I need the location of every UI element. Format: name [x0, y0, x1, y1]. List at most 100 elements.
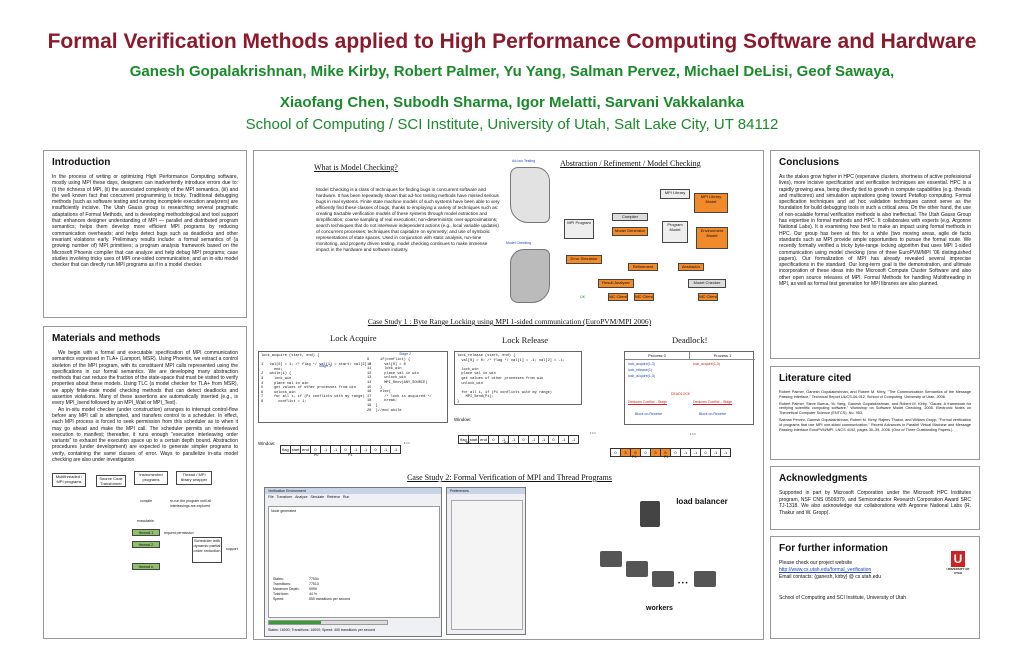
abstraction-title: Abstraction / Refinement / Model Checkin… [560, 159, 701, 168]
load-balancer-label: load balancer [676, 497, 728, 506]
window-label-acquire: Window: [258, 441, 276, 446]
diag-box-programs: Multithreaded / MPI programs [52, 473, 86, 488]
literature-panel: Literature cited Robert Palmer, Ganesh G… [770, 366, 980, 460]
materials-heading: Materials and methods [52, 333, 161, 344]
conclusions-body: As the stakes grow higher in HPC (expens… [779, 174, 971, 288]
process-0-header: Process 0 [625, 352, 690, 360]
workers-label: workers [646, 605, 673, 612]
abs-mc-client-3: MC Client [698, 293, 718, 301]
abs-abstractor: Abstractor [678, 263, 704, 271]
window-label-release: Window: [454, 417, 472, 422]
ve-menu-retrieve[interactable]: Retrieve [326, 495, 341, 499]
further-info-heading: For further information [779, 543, 888, 554]
project-website-link[interactable]: http://www.cs.utah.edu/formal_verificati… [779, 567, 872, 573]
deadlock-label: DEADLOCK [671, 392, 691, 396]
ve-menu-transform[interactable]: Transform [276, 495, 293, 499]
worker-icon-4 [694, 571, 716, 587]
diag-box-wrapper: Thread / MPI library wrapper [176, 471, 212, 486]
abs-compiler: Compiler [612, 213, 648, 221]
adhoc-testing-label: Ad-hoc Testing [512, 159, 536, 163]
ve-stat-value: 9999 [309, 587, 317, 591]
case-study-1-title: Case Study 1 : Byte Range Locking using … [367, 317, 652, 326]
ve-values: 77504 77513 9999 44 % 550 transitions pe… [309, 577, 350, 602]
materials-panel: Materials and methods We begin with a fo… [43, 326, 247, 639]
ellipsis-release: • • • [590, 431, 596, 435]
pref-titlebar: Preferences [447, 488, 525, 494]
diag-executable: executable [137, 519, 154, 524]
diag-rerun: re-run the program until all interleavin… [170, 499, 212, 509]
p0-acquire: P0 [314, 453, 319, 457]
materials-body-1: We begin with a formal and executable sp… [52, 350, 238, 407]
poster-title: Formal Verification Methods applied to H… [47, 30, 977, 53]
abs-mpi-program: MPI Program [564, 219, 594, 239]
ve-stat-label: States: [273, 577, 284, 581]
deadlock-title: Deadlock! [672, 335, 708, 345]
ve-bottom-status: States: 16000; Transitions: 16000; Speed… [268, 628, 376, 632]
abs-result-analyzer: Result Analyzer [598, 279, 634, 288]
stage-2-label: Stage 2 [399, 352, 412, 356]
abs-program-model: Program Model [662, 221, 688, 243]
reference-3: Salman Pervez, Ganesh Gopalakrishnan, Ro… [779, 417, 971, 432]
p1-deadlock: P1 [664, 455, 669, 459]
worker-icon-2 [626, 561, 648, 577]
diag-box-instrumented: Instrumented programs [134, 471, 168, 486]
block-on-receive-1: Block on Receive [699, 412, 727, 416]
what-is-mc-body: Model Checking is a class of techniques … [316, 187, 500, 252]
server-icon [640, 501, 660, 527]
deduce-conflict-0: Deduces Conflict→Stage [628, 400, 668, 404]
ve-stats: States: Transitions: Maximum Depth: Tota… [273, 577, 299, 602]
literature-heading: Literature cited [779, 373, 852, 384]
worker-icon-3 [652, 571, 674, 587]
ellipsis-deadlock: • • • [690, 432, 696, 436]
lock-release-title: Lock Release [502, 335, 549, 345]
poster-header: Formal Verification Methods applied to H… [0, 0, 1024, 145]
center-panel: What is Model Checking? Model Checking i… [253, 150, 764, 640]
preferences-window: Preferences [446, 487, 526, 635]
acknowledgments-panel: Acknowledgments Supported in part by Mic… [770, 466, 980, 530]
abs-ok: OK [580, 295, 586, 299]
abs-model-checker: Model Checker [688, 279, 726, 288]
authors-line-2: Xiaofang Chen, Subodh Sharma, Igor Melat… [279, 94, 745, 111]
ve-menu-simulate[interactable]: Simulate [310, 495, 325, 499]
ve-stat-label: Total time: [273, 592, 289, 596]
conclusions-panel: Conclusions As the stakes grow higher in… [770, 150, 980, 359]
ve-menubar: File Transform Analyze Simulate Retrieve… [265, 494, 441, 500]
p1-release: P1 [504, 441, 509, 445]
dl-p0-line2: lock_release(1) [628, 368, 652, 372]
ve-menu-analyze[interactable]: Analyze [295, 495, 308, 499]
diag-box-transformer: Source Code Transformer [96, 475, 126, 488]
acquire-code-left: lock_acquire (start, end) { 1 val[0] = 1… [261, 354, 371, 404]
ve-menu-run[interactable]: Run [342, 495, 350, 499]
abs-mc-client-1: MC Client [608, 293, 628, 301]
info-line-1: Please check our project website [779, 560, 853, 566]
introduction-heading: Introduction [52, 157, 111, 168]
wr-cell: -1 [568, 435, 579, 444]
ve-progress-bar [268, 620, 388, 625]
abs-error-simulator: Error Simulator [566, 255, 602, 264]
stage-1-label: Stage 1 [319, 364, 332, 368]
lock-acquire-title: Lock Acquire [330, 333, 377, 343]
release-code-box: lock_release (start, end) { val[0] = 0; … [454, 351, 582, 405]
diag-request: request permission [164, 531, 194, 536]
p0-deadlock: P0 [632, 455, 637, 459]
acknowledgments-heading: Acknowledgments [779, 473, 868, 484]
ve-stat-value: 44 % [309, 592, 317, 596]
introduction-panel: Introduction In the process of writing o… [43, 150, 247, 318]
diag-thread-2: thread 2 [132, 541, 160, 549]
diag-thread-n: thread n [132, 563, 160, 571]
authors-line-1: Ganesh Gopalakrishnan, Mike Kirby, Rober… [129, 63, 895, 80]
wd-cell: -1 [720, 448, 731, 457]
acknowledgments-body: Supported in part by Microsoft Corporati… [779, 490, 971, 516]
ve-menu-file[interactable]: File [268, 495, 274, 499]
block-on-receive-0: Block on Receive [635, 412, 663, 416]
diag-thread-1: thread 1 [132, 529, 160, 537]
window-cells-release: flag start end 0 -1 -1 0 -1 -1 0 -1 -1 [458, 428, 579, 446]
workers-ellipsis: • • • [678, 581, 688, 587]
ve-titlebar: Verification Environment [265, 488, 441, 494]
university-logo: U UNIVERSITY OF UTAH [945, 551, 971, 575]
ellipsis-acquire: • • • [404, 441, 410, 445]
deduce-conflict-1: Deduces Conflict→Stage [693, 400, 733, 404]
adhoc-blob [510, 167, 550, 223]
ve-stat-value: 77504 [309, 577, 319, 581]
abs-mpi-library: MPI Library [660, 189, 690, 199]
